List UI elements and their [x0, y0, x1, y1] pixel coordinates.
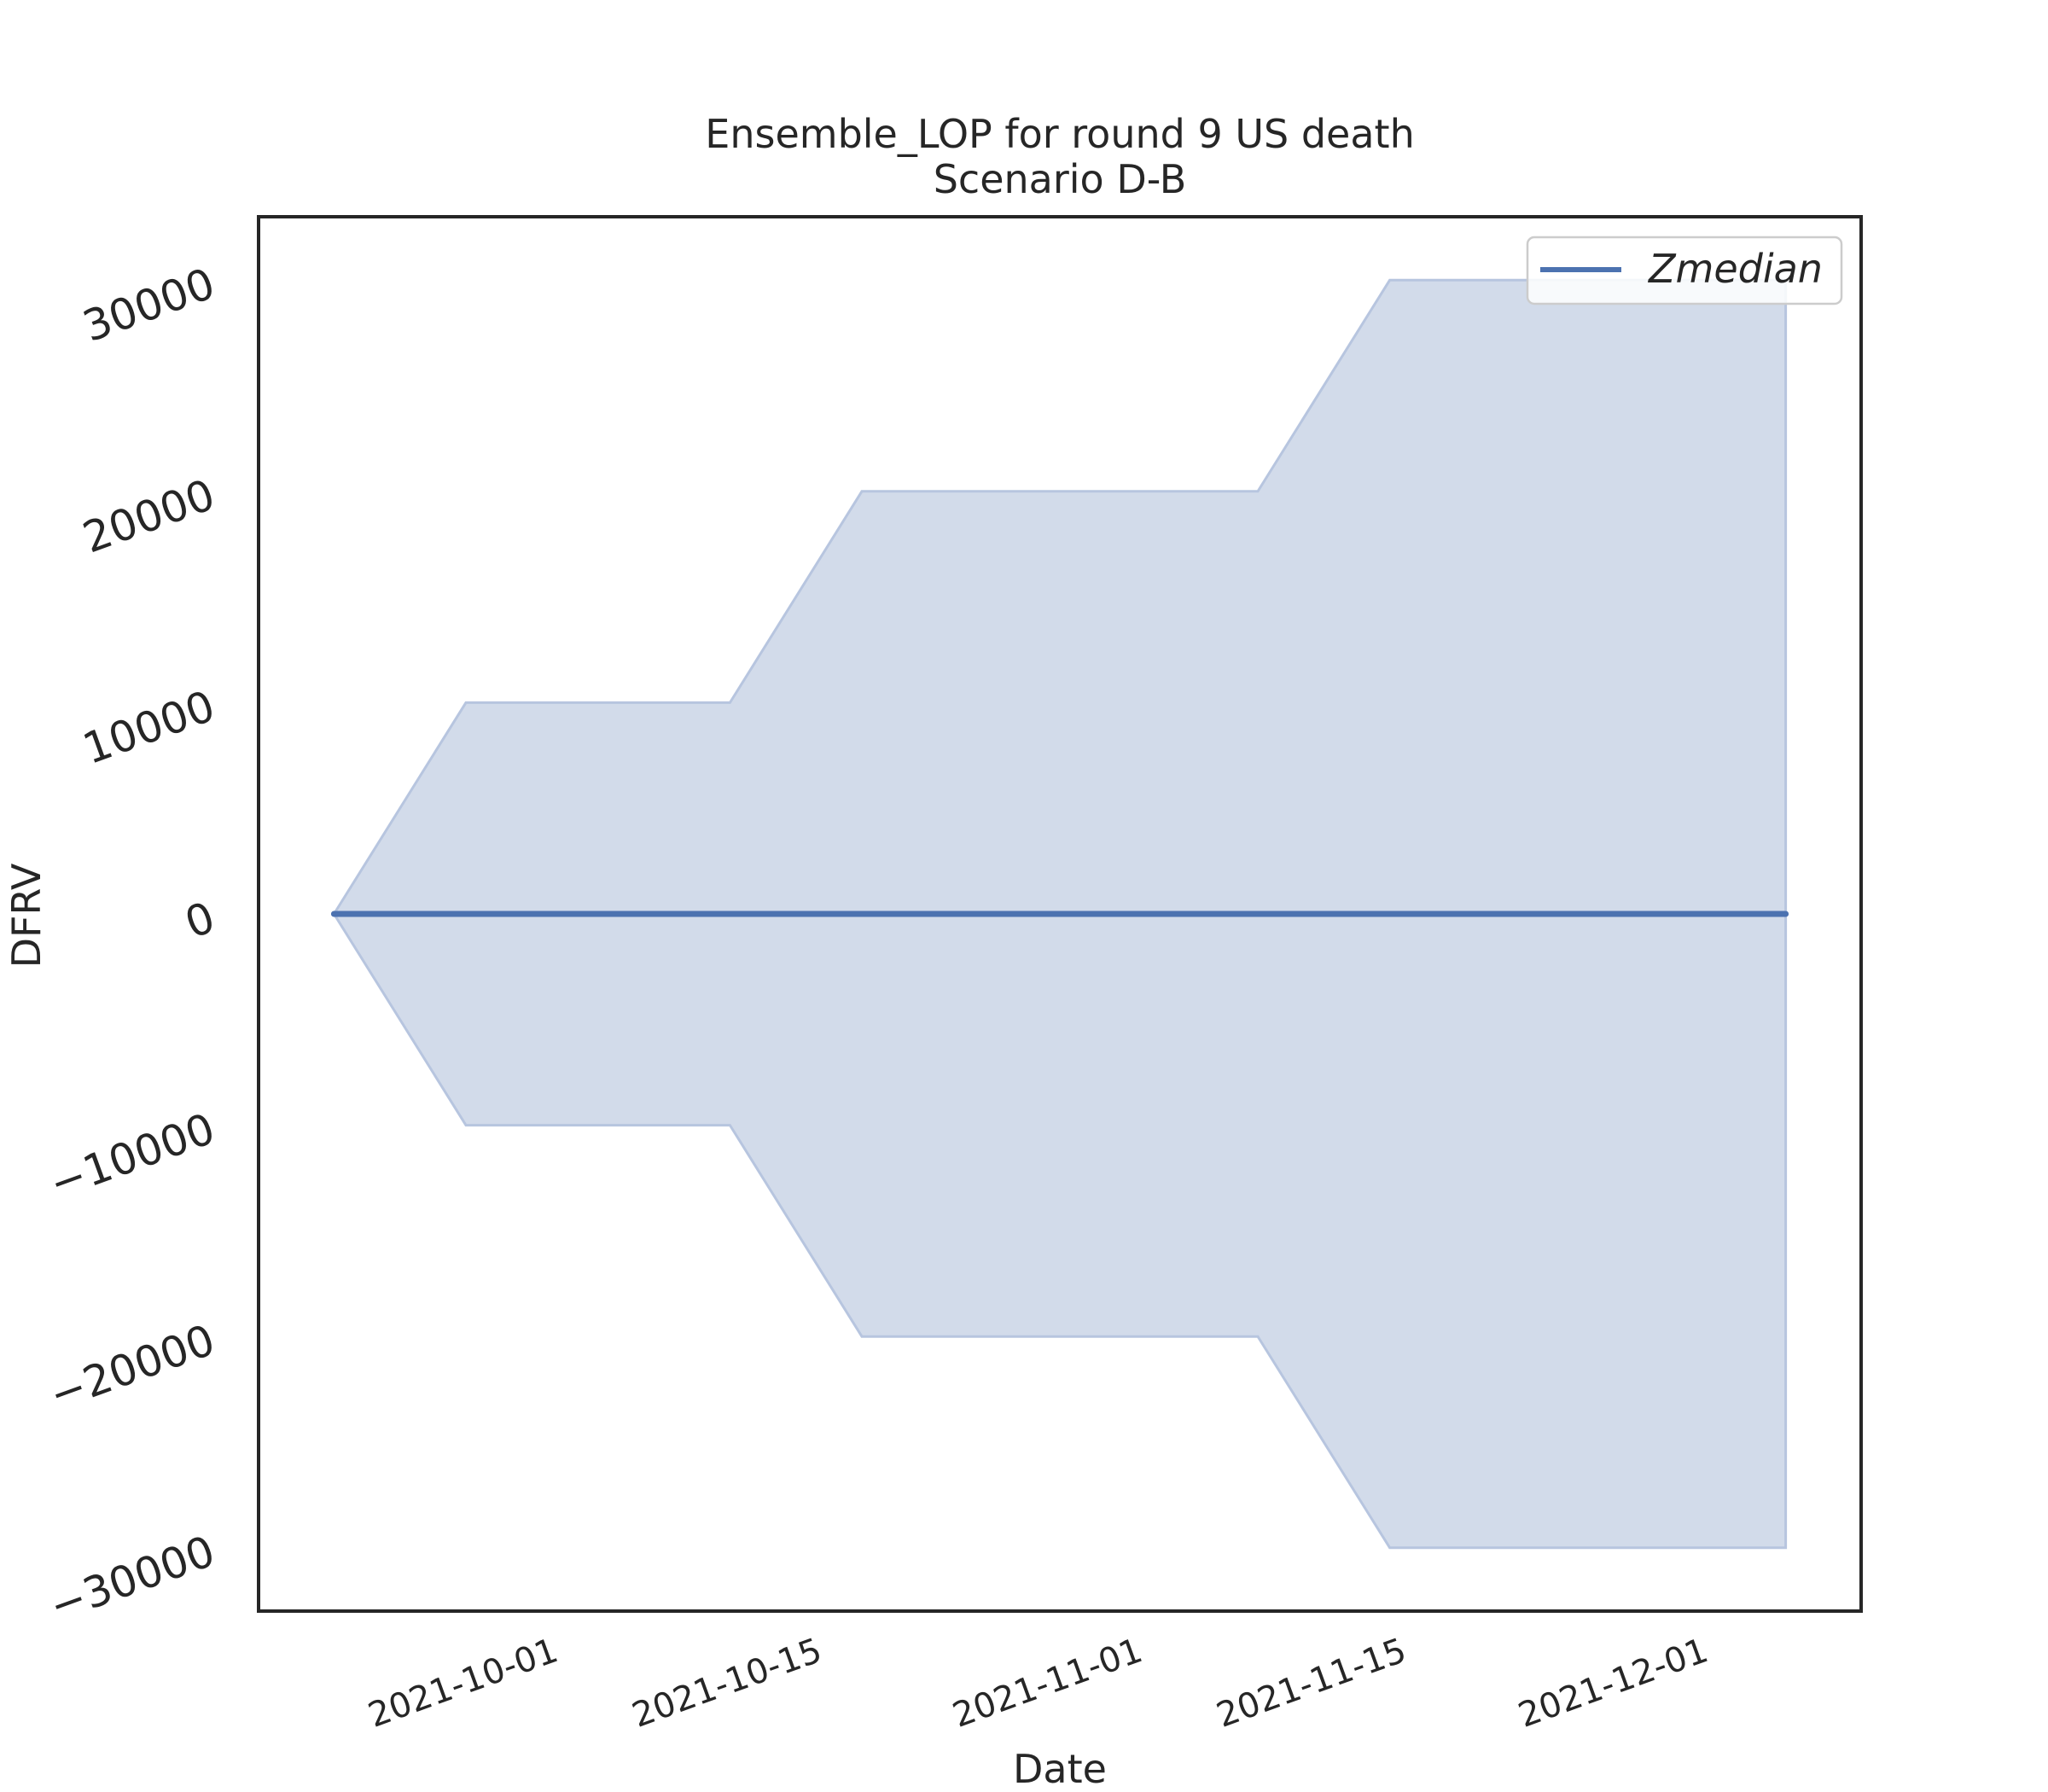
y-axis-ticks: 30000 20000 10000 0 −10000 −20000 −30000 — [43, 259, 221, 1632]
x-tick-label: 2021-10-15 — [627, 1631, 827, 1736]
x-axis-label: Date — [1013, 1746, 1107, 1792]
y-tick-label: 30000 — [77, 259, 221, 352]
x-tick-label: 2021-12-01 — [1513, 1631, 1713, 1736]
y-tick-label: −10000 — [43, 1103, 221, 1208]
y-tick-label: 0 — [178, 893, 221, 948]
y-tick-label: 20000 — [77, 470, 221, 563]
legend-box — [1526, 236, 1843, 305]
y-axis-label: DFRV — [3, 863, 49, 968]
x-axis-ticks: 2021-10-01 2021-10-15 2021-11-01 2021-11-15… — [364, 1631, 1713, 1736]
x-tick-label: 2021-10-01 — [364, 1631, 563, 1736]
y-tick-label: 10000 — [77, 681, 221, 774]
chart-title: Ensemble_LOP for round 9 US death — [705, 111, 1414, 157]
legend-label: Zmedian — [1647, 246, 1823, 292]
x-tick-label: 2021-11-01 — [948, 1631, 1148, 1736]
y-tick-label: −30000 — [43, 1526, 221, 1631]
plot-frame — [257, 215, 1863, 1613]
plot-area — [330, 278, 1789, 1550]
chart-subtitle: Scenario D-B — [934, 156, 1187, 202]
x-tick-label: 2021-11-15 — [1212, 1631, 1411, 1736]
legend: Zmedian — [1526, 236, 1843, 305]
y-tick-label: −20000 — [43, 1315, 221, 1420]
